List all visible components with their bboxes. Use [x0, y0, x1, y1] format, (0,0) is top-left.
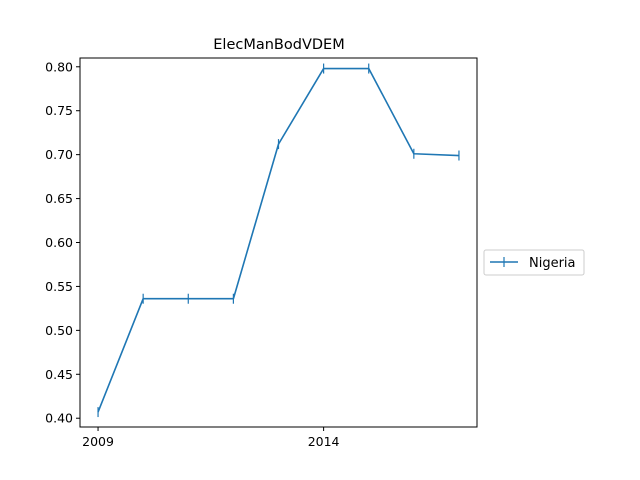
y-tick-label: 0.65	[45, 191, 73, 206]
y-tick-label: 0.80	[45, 59, 73, 74]
series-layer	[97, 63, 460, 418]
y-tick-label: 0.55	[45, 279, 73, 294]
y-tick-label: 0.50	[45, 323, 73, 338]
legend[interactable]: Nigeria	[483, 249, 585, 276]
x-axis: 2009 2014	[82, 427, 340, 449]
chart-title: ElecManBodVDEM	[213, 37, 344, 53]
y-tick-label: 0.70	[45, 147, 73, 162]
y-tick-label: 0.45	[45, 367, 73, 382]
y-tick-label: 0.40	[45, 411, 73, 426]
y-tick-label: 0.75	[45, 103, 73, 118]
legend-box	[483, 249, 585, 276]
legend-label-nigeria: Nigeria	[529, 256, 576, 271]
y-tick-label: 0.60	[45, 235, 73, 250]
series-line-nigeria	[97, 67, 459, 413]
x-tick-label: 2009	[82, 434, 114, 449]
y-axis: 0.40 0.45 0.50 0.55 0.60 0.65 0.70 0.75 0.80	[45, 59, 80, 426]
plot-frame	[79, 57, 478, 428]
x-tick-label: 2014	[308, 434, 340, 449]
